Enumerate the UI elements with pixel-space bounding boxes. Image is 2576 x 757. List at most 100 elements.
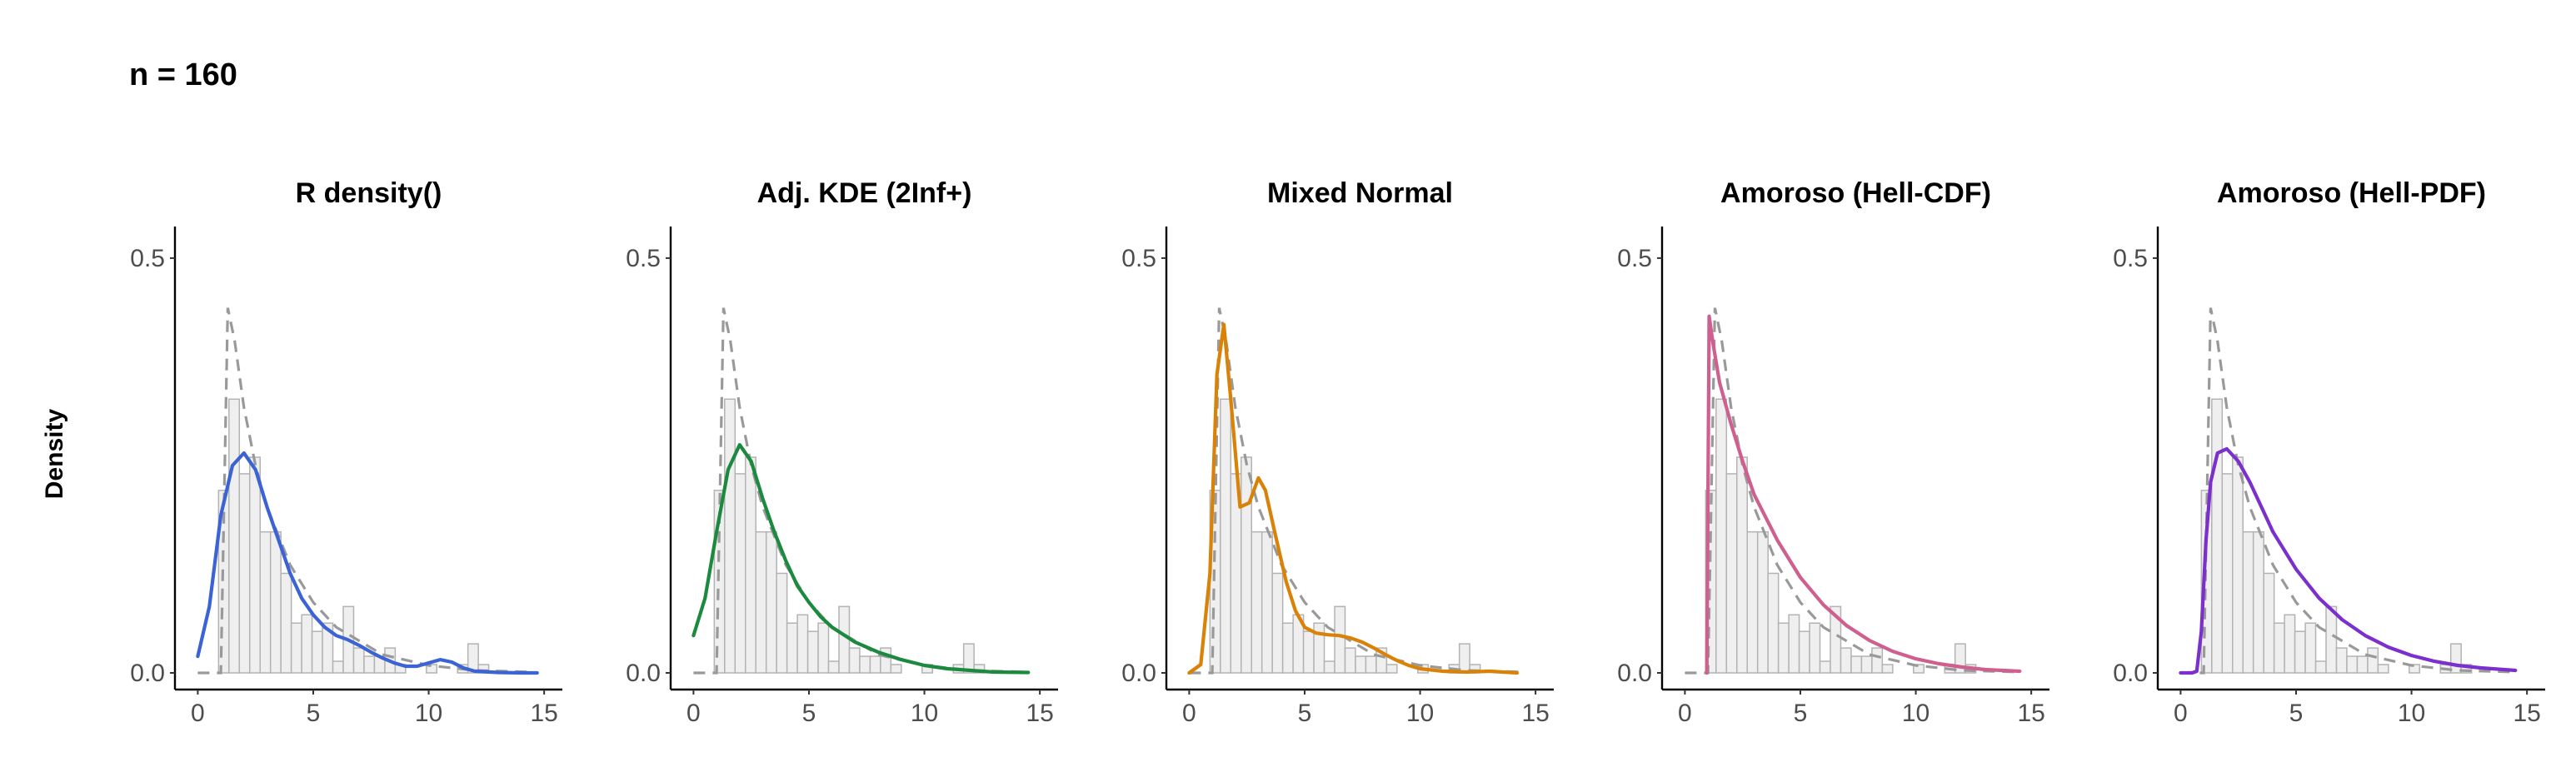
panel-5: Amoroso (Hell-PDF) 0.0 0.5 0 5 10 15 (2113, 177, 2545, 727)
histogram-bar (311, 630, 323, 674)
x-tick-label: 10 (2398, 700, 2425, 727)
histogram-bar (806, 630, 819, 674)
histogram-bar (1313, 622, 1325, 674)
estimate-density-line (196, 451, 539, 675)
estimate-density-line (2179, 446, 2518, 675)
y-tick-label: 0.0 (1617, 660, 1652, 687)
histogram-bar (2294, 630, 2306, 674)
histogram-bar (1788, 614, 1800, 674)
y-tick-label: 0.0 (130, 660, 165, 687)
histogram-bar (2232, 456, 2244, 674)
histogram-bar (2273, 622, 2285, 674)
panels: R density() 0.0 0.5 0 5 10 15 Adj. KDE (2Inf+) 0… (130, 177, 2545, 727)
histogram-bar (848, 647, 861, 674)
panel-title: Mixed Normal (1267, 177, 1453, 209)
histogram-bar (2325, 605, 2338, 674)
histogram-bar (1725, 473, 1738, 674)
histogram-bar (962, 643, 975, 674)
histogram-bar (817, 622, 830, 674)
histogram-bar (2263, 572, 2275, 674)
histogram-bar (2335, 647, 2348, 674)
panel-title: R density() (296, 177, 442, 209)
histogram-bar (238, 473, 251, 674)
panel-4: Amoroso (Hell-CDF) 0.0 0.5 0 5 10 15 (1617, 177, 2049, 727)
histogram-bar (2211, 398, 2224, 674)
histogram-bar (2221, 473, 2234, 674)
histogram-bar (1736, 456, 1748, 674)
x-tick-label: 5 (1298, 700, 1312, 727)
true-density-line (2180, 307, 2516, 675)
histogram-bar (1809, 622, 1821, 674)
histogram (217, 398, 490, 674)
x-tick-label: 10 (911, 700, 938, 727)
histogram-bar (890, 664, 902, 674)
panel-title: Amoroso (Hell-CDF) (1720, 177, 1991, 209)
y-tick-label: 0.0 (1121, 660, 1156, 687)
histogram (713, 398, 986, 674)
estimate-density-line (1705, 314, 2022, 675)
histogram-bar (1913, 664, 1925, 674)
histogram-bar (2314, 660, 2327, 674)
histogram-bar (1323, 660, 1335, 674)
estimate-density-line (691, 443, 1031, 675)
y-tick-label: 0.5 (2113, 245, 2148, 272)
x-tick-label: 5 (2289, 700, 2304, 727)
histogram-bar (734, 473, 746, 674)
histogram-bar (467, 643, 479, 674)
histogram-bar (352, 647, 365, 674)
y-tick-label: 0.0 (626, 660, 661, 687)
histogram-bar (1251, 530, 1263, 674)
histogram-bar (869, 655, 881, 674)
x-tick-label: 5 (1794, 700, 1808, 727)
histogram-bar (1302, 630, 1315, 674)
histogram-bar (249, 456, 261, 674)
estimate-density-line (1187, 322, 1520, 675)
x-tick-label: 15 (1521, 700, 1549, 727)
x-tick-label: 5 (307, 700, 321, 727)
true-density-line (1685, 307, 2020, 675)
y-tick-label: 0.5 (1121, 245, 1156, 272)
histogram-bar (776, 572, 788, 674)
figure-title: n = 160 (129, 57, 237, 92)
x-tick-label: 15 (2513, 700, 2540, 727)
x-tick-label: 0 (1678, 700, 1692, 727)
histogram-bar (2242, 530, 2254, 674)
y-tick-label: 0.5 (1617, 245, 1652, 272)
panel-2: Adj. KDE (2Inf+) 0.0 0.5 0 5 10 15 (626, 177, 1058, 727)
histogram-bar (269, 530, 282, 674)
histogram-bar (745, 456, 756, 674)
x-tick-label: 0 (2174, 700, 2188, 727)
x-tick-label: 5 (802, 700, 816, 727)
histogram-bar (290, 622, 302, 674)
histogram-bar (859, 655, 871, 674)
panel-3: Mixed Normal 0.0 0.5 0 5 10 15 (1121, 177, 1554, 727)
histogram-bar (1241, 456, 1252, 674)
histogram-bar (1715, 398, 1728, 674)
histogram-bar (1871, 647, 1884, 674)
histogram-bar (332, 660, 344, 674)
histogram-bar (1819, 660, 1831, 674)
histogram-bar (228, 398, 241, 674)
x-tick-label: 0 (1182, 700, 1196, 727)
histogram-bar (426, 664, 438, 674)
x-tick-label: 0 (191, 700, 205, 727)
histogram-bar (2252, 530, 2264, 674)
histogram-bar (1271, 572, 1284, 674)
panel-1: R density() 0.0 0.5 0 5 10 15 (130, 177, 562, 727)
histogram-bar (1344, 647, 1356, 674)
histogram-bar (2377, 664, 2389, 674)
histogram-bar (322, 622, 334, 674)
histogram-bar (301, 614, 313, 674)
x-tick-label: 15 (2017, 700, 2044, 727)
histogram-bar (1881, 664, 1894, 674)
y-tick-label: 0.5 (130, 245, 165, 272)
histogram-bar (1334, 605, 1346, 674)
histogram-bar (1385, 664, 1398, 674)
histogram-bar (724, 398, 736, 674)
histogram-bar (973, 664, 986, 674)
histogram-bar (1830, 605, 1842, 674)
histogram-bar (2304, 622, 2317, 674)
histogram-bar (1261, 530, 1273, 674)
histogram-bar (2346, 655, 2359, 674)
x-tick-label: 10 (1406, 700, 1434, 727)
